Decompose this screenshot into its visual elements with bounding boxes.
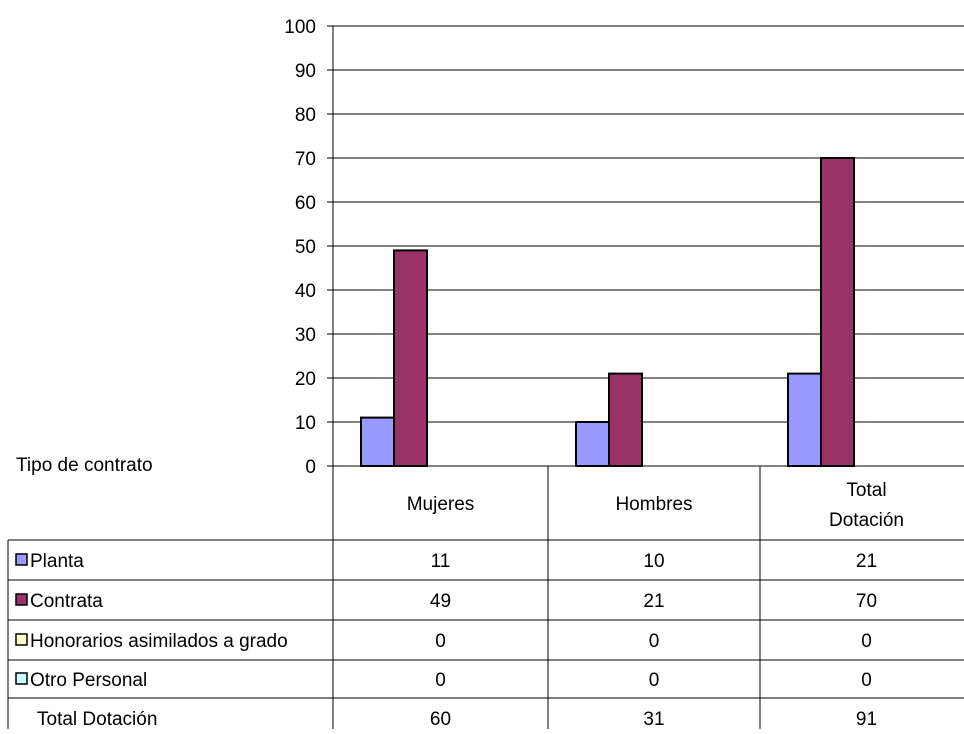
data-value: 0 [861, 670, 872, 691]
legend-label: Honorarios asimilados a grado [30, 631, 288, 652]
y-tick-label: 30 [295, 325, 316, 346]
bar [820, 157, 855, 467]
data-value: 0 [649, 670, 660, 691]
data-value: 49 [430, 591, 451, 612]
legend-label: Planta [30, 551, 84, 572]
data-value: 70 [856, 591, 877, 612]
bar [360, 416, 395, 468]
data-value: 10 [643, 551, 664, 572]
total-value: 31 [643, 709, 664, 729]
y-tick-label: 100 [284, 17, 316, 38]
bar [608, 372, 643, 468]
legend-label: Contrata [30, 591, 103, 612]
y-tick-label: 40 [295, 281, 316, 302]
table-header-label: Tipo de contrato [16, 455, 153, 476]
x-category-label: Hombres [615, 494, 692, 515]
y-tick-label: 60 [295, 193, 316, 214]
y-tick-label: 80 [295, 105, 316, 126]
data-value: 0 [861, 631, 872, 652]
bar [787, 372, 822, 468]
bar [393, 249, 428, 467]
legend-swatch [15, 633, 28, 646]
legend-label: Otro Personal [30, 670, 147, 691]
y-tick-label: 50 [295, 237, 316, 258]
legend-swatch [15, 553, 28, 566]
x-category-label: Mujeres [407, 494, 475, 515]
legend-swatch [15, 672, 28, 685]
y-tick-label: 90 [295, 61, 316, 82]
x-category-label: Total [846, 480, 886, 501]
data-value: 11 [431, 551, 451, 572]
bar [575, 421, 610, 467]
y-tick-label: 70 [295, 149, 316, 170]
total-value: 91 [856, 709, 877, 729]
legend-swatch [15, 593, 28, 606]
x-category-label: Dotación [829, 510, 904, 531]
data-value: 0 [649, 631, 660, 652]
total-value: 60 [430, 709, 451, 729]
data-value: 0 [435, 631, 446, 652]
y-tick-label: 20 [295, 369, 316, 390]
y-tick-label: 0 [305, 457, 316, 478]
data-value: 21 [643, 591, 664, 612]
y-tick-label: 10 [295, 413, 316, 434]
data-value: 0 [435, 670, 446, 691]
data-value: 21 [856, 551, 877, 572]
total-row-label: Total Dotación [37, 709, 157, 729]
